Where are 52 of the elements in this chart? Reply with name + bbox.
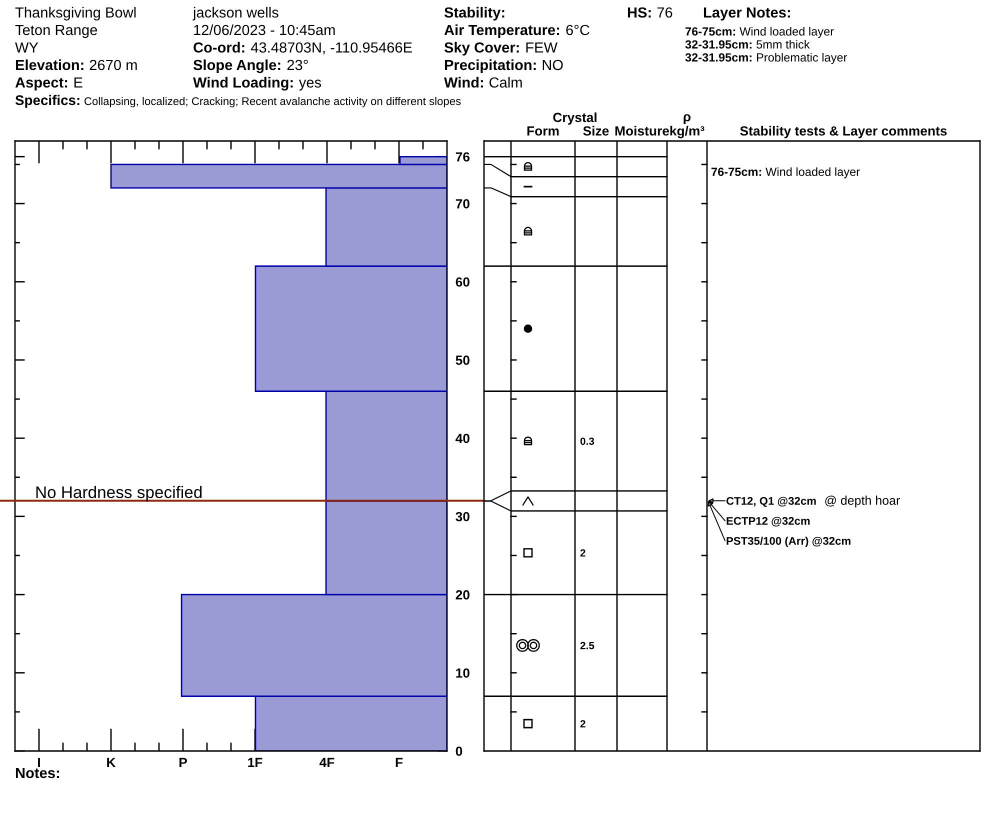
text: Wind: Calm	[444, 76, 522, 88]
text: 0.3	[580, 438, 594, 445]
text: Crystal	[553, 112, 596, 125]
text: PST35/100 (Arr) @32cm	[726, 536, 850, 548]
text: 32-31.95cm: 5mm thick	[685, 40, 810, 49]
y-tick-label: 40	[456, 434, 470, 444]
text: 76-75cm: Wind loaded layer	[712, 167, 860, 178]
text: HS:76	[628, 7, 672, 18]
text: Stability:	[444, 6, 504, 21]
text: Thanksgiving Bowl	[15, 6, 136, 21]
text: Precipitation: NO	[444, 59, 563, 74]
text: Aspect: E	[15, 77, 82, 91]
y-tick-label: 50	[456, 356, 470, 365]
y-tick-label: 0	[456, 746, 462, 756]
y-tick-label: 76	[456, 152, 470, 162]
text: 2.5	[580, 642, 594, 650]
text: 76-75cm: Wind loaded layer	[686, 26, 834, 38]
text: I	[38, 758, 40, 767]
category-label: Form	[527, 126, 559, 136]
text: P	[179, 758, 187, 767]
text: Notes:	[16, 768, 59, 778]
y-tick-label: 30	[456, 512, 470, 522]
y-tick-label: 70	[456, 199, 470, 208]
text: Teton Range	[15, 24, 98, 38]
text: 32-31.95cm: Problematic layer	[685, 52, 848, 64]
y-tick-label: 60	[456, 277, 470, 287]
text: Wind Loading: yes	[193, 76, 322, 91]
category-label: ρ kg/m³	[670, 114, 704, 138]
text: 12/06/2023 - 10:45am	[194, 24, 335, 36]
y-tick-label: 20	[456, 590, 470, 600]
text: Air Temperature: 6°C	[444, 24, 590, 38]
text: 2	[580, 549, 586, 557]
category-label: Size	[583, 126, 609, 136]
text: jackson wells	[192, 6, 278, 21]
category-label: Stability tests & Layer comments	[740, 126, 947, 138]
ref-line-label: No Hardness specified	[36, 486, 202, 502]
text: Layer Notes:	[704, 7, 790, 21]
category-label: Moisture	[615, 126, 670, 136]
text: WY	[15, 42, 38, 52]
text: ECTP12 @32cm	[726, 516, 810, 526]
text: Sky Cover: FEW	[444, 42, 558, 56]
text: K	[107, 758, 116, 767]
text: F	[396, 758, 403, 767]
text: 1F	[248, 758, 262, 767]
text: Co-ord: 43.48703N, -110.95466E	[194, 42, 412, 54]
text: 4F	[320, 758, 334, 767]
text: Specifics: Collapsing, localized; Cracking; Recent avalanche activity on different slopes	[15, 94, 461, 108]
text: Slope Angle: 23°	[193, 59, 308, 74]
text: Elevation: 2670 m	[16, 59, 137, 70]
text: 2	[580, 720, 586, 728]
text: CT12, Q1 @32cm @ depth hoar	[726, 496, 900, 508]
y-tick-label: 10	[456, 668, 470, 678]
